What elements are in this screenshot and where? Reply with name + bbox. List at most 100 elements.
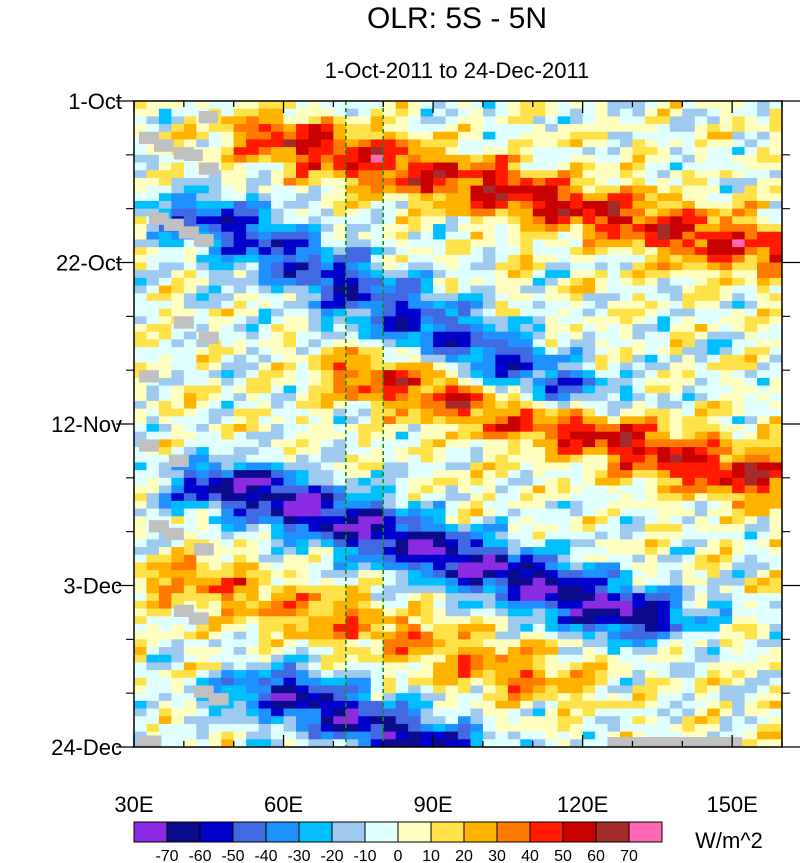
heatmap-cell [607,685,621,694]
heatmap-cell [732,485,746,494]
heatmap-cell [433,193,447,202]
heatmap-cell [595,523,609,533]
heatmap-cell [320,154,334,164]
heatmap-cell [520,216,534,225]
heatmap-cell [383,685,397,694]
heatmap-cell [395,124,409,133]
heatmap-cell [507,493,521,502]
heatmap-cell [370,200,384,210]
heatmap-cell [233,347,247,356]
heatmap-cell [495,547,509,556]
heatmap-cell [221,193,235,202]
heatmap-cell [707,247,721,256]
heatmap-cell [283,408,297,417]
heatmap-cell [233,208,247,217]
heatmap-cell [682,277,696,287]
heatmap-cell [582,247,596,256]
heatmap-cell [320,670,334,679]
heatmap-cell [320,677,334,687]
heatmap-cell [769,216,782,225]
heatmap-cell [532,731,546,740]
heatmap-cell [694,647,708,656]
heatmap-cell [694,354,708,364]
heatmap-cell [171,139,185,148]
heatmap-cell [283,393,297,402]
heatmap-cell [757,216,771,225]
heatmap-cell [632,193,646,202]
heatmap-cell [308,354,322,364]
heatmap-cell [221,685,235,694]
heatmap-cell [694,177,708,187]
heatmap-cell [620,254,634,264]
heatmap-cell [158,177,172,187]
heatmap-cell [420,608,434,617]
heatmap-cell [545,539,559,548]
heatmap-cell [408,508,422,517]
colorbar-swatch [529,821,564,843]
heatmap-cell [395,385,409,394]
heatmap-cell [208,370,222,379]
heatmap-cell [146,254,160,264]
heatmap-cell [445,277,459,287]
heatmap-cell [383,293,397,302]
heatmap-cell [532,231,546,241]
heatmap-cell [408,154,422,164]
heatmap-cell [495,101,509,110]
heatmap-cell [532,431,546,440]
heatmap-cell [545,554,559,564]
heatmap-cell [682,547,696,556]
heatmap-cell [694,285,708,294]
heatmap-cell [732,216,746,225]
heatmap-cell [221,662,235,671]
heatmap-cell [296,700,310,710]
heatmap-cell [196,262,210,271]
heatmap-cell [694,493,708,502]
heatmap-cell [582,154,596,164]
heatmap-cell [644,231,658,241]
heatmap-cell [246,224,260,233]
heatmap-cell [719,608,733,617]
heatmap-cell [283,424,297,433]
heatmap-cell [196,600,210,610]
colorbar-swatch [628,821,663,843]
heatmap-cell [420,124,434,133]
heatmap-cell [732,177,746,187]
heatmap-cell [607,139,621,148]
heatmap-cell [707,293,721,302]
heatmap-cell [545,516,559,525]
heatmap-cell [482,385,496,394]
heatmap-cell [582,516,596,525]
heatmap-cell [707,700,721,710]
heatmap-cell [221,408,235,417]
heatmap-cell [320,185,334,194]
heatmap-cell [620,416,634,425]
y-tick-label: 12-Nov [51,412,122,437]
heatmap-cell [333,101,347,110]
heatmap-cell [221,600,235,610]
heatmap-cell [532,124,546,133]
heatmap-cell [320,300,334,310]
heatmap-cell [370,177,384,187]
heatmap-cell [744,416,758,425]
heatmap-cell [233,154,247,164]
heatmap-cell [458,654,472,663]
heatmap-cell [532,470,546,479]
heatmap-cell [582,608,596,617]
heatmap-cell [644,685,658,694]
heatmap-cell [557,654,571,663]
heatmap-cell [271,200,285,210]
heatmap-cell [221,562,235,571]
heatmap-cell [595,670,609,679]
heatmap-cell [682,393,696,402]
heatmap-cell [370,300,384,310]
heatmap-cell [595,539,609,548]
heatmap-cell [657,731,671,740]
heatmap-cell [296,308,310,317]
heatmap-cell [657,631,671,640]
heatmap-cell [757,408,771,417]
heatmap-cell [458,424,472,433]
heatmap-cell [582,623,596,633]
heatmap-cell [532,662,546,671]
heatmap-cell [557,354,571,364]
heatmap-cell [520,700,534,710]
